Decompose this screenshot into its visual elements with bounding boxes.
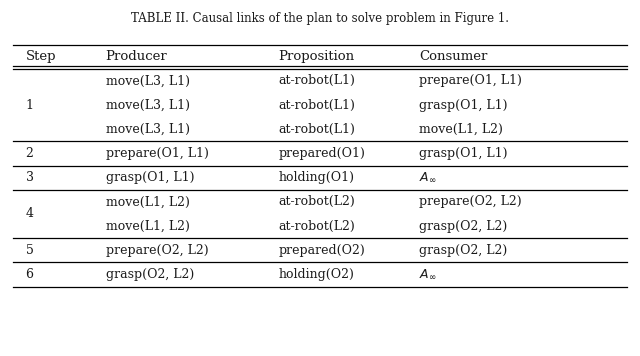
Text: 2: 2: [26, 147, 33, 160]
Text: grasp(O2, L2): grasp(O2, L2): [419, 244, 508, 257]
Text: Consumer: Consumer: [419, 50, 488, 63]
Text: at-robot(L1): at-robot(L1): [278, 99, 355, 111]
Text: Proposition: Proposition: [278, 50, 355, 63]
Text: grasp(O1, L1): grasp(O1, L1): [419, 147, 508, 160]
Text: Step: Step: [26, 50, 56, 63]
Text: prepare(O1, L1): prepare(O1, L1): [106, 147, 209, 160]
Text: $A_{\infty}$: $A_{\infty}$: [419, 268, 436, 281]
Text: grasp(O1, L1): grasp(O1, L1): [106, 171, 194, 184]
Text: 5: 5: [26, 244, 33, 257]
Text: 4: 4: [26, 208, 34, 220]
Text: move(L3, L1): move(L3, L1): [106, 123, 189, 136]
Text: grasp(O1, L1): grasp(O1, L1): [419, 99, 508, 111]
Text: move(L3, L1): move(L3, L1): [106, 99, 189, 111]
Text: move(L1, L2): move(L1, L2): [106, 220, 189, 232]
Text: $A_{\infty}$: $A_{\infty}$: [419, 171, 436, 184]
Text: Producer: Producer: [106, 50, 167, 63]
Text: holding(O2): holding(O2): [278, 268, 355, 281]
Text: prepare(O2, L2): prepare(O2, L2): [419, 195, 522, 208]
Text: 3: 3: [26, 171, 34, 184]
Text: 6: 6: [26, 268, 34, 281]
Text: prepare(O1, L1): prepare(O1, L1): [419, 74, 522, 87]
Text: grasp(O2, L2): grasp(O2, L2): [106, 268, 194, 281]
Text: 1: 1: [26, 99, 34, 111]
Text: prepare(O2, L2): prepare(O2, L2): [106, 244, 208, 257]
Text: move(L1, L2): move(L1, L2): [419, 123, 503, 136]
Text: at-robot(L2): at-robot(L2): [278, 195, 355, 208]
Text: at-robot(L2): at-robot(L2): [278, 220, 355, 232]
Text: at-robot(L1): at-robot(L1): [278, 74, 355, 87]
Text: prepared(O2): prepared(O2): [278, 244, 365, 257]
Text: move(L3, L1): move(L3, L1): [106, 74, 189, 87]
Text: move(L1, L2): move(L1, L2): [106, 195, 189, 208]
Text: prepared(O1): prepared(O1): [278, 147, 365, 160]
Text: holding(O1): holding(O1): [278, 171, 355, 184]
Text: TABLE II. Causal links of the plan to solve problem in Figure 1.: TABLE II. Causal links of the plan to so…: [131, 12, 509, 26]
Text: at-robot(L1): at-robot(L1): [278, 123, 355, 136]
Text: grasp(O2, L2): grasp(O2, L2): [419, 220, 508, 232]
